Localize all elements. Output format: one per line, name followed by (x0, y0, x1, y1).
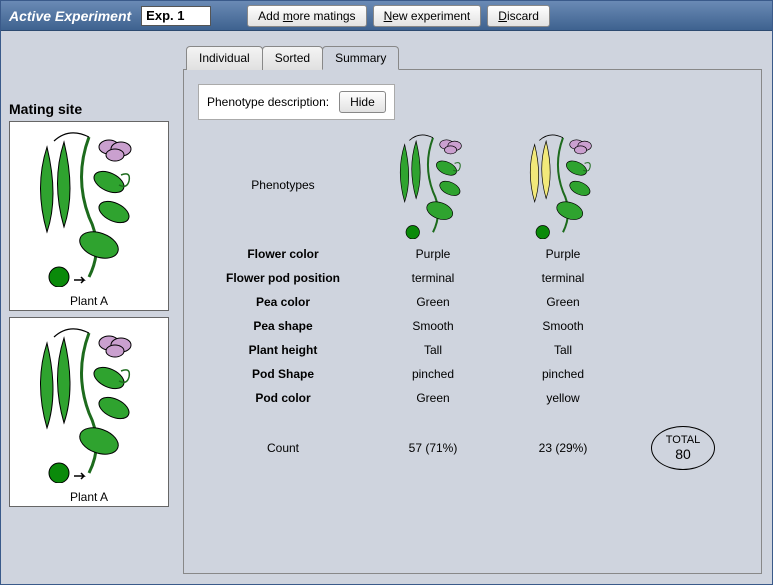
trait-name: Pod Shape (198, 364, 368, 384)
trait-value-a: Tall (368, 340, 498, 360)
total-cell: TOTAL 80 (628, 426, 738, 470)
toolbar-title: Active Experiment (9, 8, 131, 24)
total-label: TOTAL (666, 434, 700, 446)
discard-button[interactable]: Discard (487, 5, 550, 27)
trait-value-b: Green (498, 292, 628, 312)
summary-table: Phenotypes (198, 130, 751, 470)
count-b: 23 (29%) (498, 438, 628, 458)
tabstrip: Individual Sorted Summary (186, 45, 399, 69)
trait-value-b: Tall (498, 340, 628, 360)
pea-plant-icon (19, 323, 159, 483)
trait-name: Plant height (198, 340, 368, 360)
trait-value-b: Smooth (498, 316, 628, 336)
mating-site-title: Mating site (9, 101, 174, 117)
add-matings-button[interactable]: Add more matings (247, 5, 366, 27)
plant-label: Plant A (70, 292, 108, 310)
trait-value-a: Purple (368, 244, 498, 264)
phenotype-description-box: Phenotype description: Hide (198, 84, 395, 120)
app-window: Active Experiment Add more matings New e… (0, 0, 773, 585)
trait-value-b: pinched (498, 364, 628, 384)
new-experiment-button[interactable]: New experiment (373, 5, 482, 27)
trait-value-a: pinched (368, 364, 498, 384)
total-badge: TOTAL 80 (651, 426, 715, 470)
tab-individual[interactable]: Individual (186, 46, 263, 70)
tab-sorted[interactable]: Sorted (262, 46, 323, 70)
trait-value-b: terminal (498, 268, 628, 288)
phenotype-image-b (498, 130, 628, 240)
trait-name: Flower color (198, 244, 368, 264)
trait-value-a: terminal (368, 268, 498, 288)
trait-value-a: Green (368, 388, 498, 408)
pea-plant-icon (19, 127, 159, 287)
trait-name: Pea color (198, 292, 368, 312)
plant-card[interactable]: Plant A (9, 317, 169, 507)
phenotype-description-label: Phenotype description: (207, 95, 329, 109)
count-label: Count (198, 438, 368, 458)
trait-value-a: Green (368, 292, 498, 312)
phenotypes-label: Phenotypes (198, 175, 368, 195)
trait-name: Pod color (198, 388, 368, 408)
count-a: 57 (71%) (368, 438, 498, 458)
phenotype-image-a (368, 130, 498, 240)
trait-value-b: Purple (498, 244, 628, 264)
plant-image (10, 318, 168, 488)
trait-name: Pea shape (198, 316, 368, 336)
plant-label: Plant A (70, 488, 108, 506)
pea-plant-icon (383, 131, 483, 239)
total-value: 80 (675, 446, 691, 462)
trait-name: Flower pod position (198, 268, 368, 288)
plant-image (10, 122, 168, 292)
pea-plant-icon (513, 131, 613, 239)
summary-panel: Phenotype description: Hide Phenotypes (183, 69, 762, 574)
experiment-name-input[interactable] (141, 6, 211, 26)
hide-button[interactable]: Hide (339, 91, 386, 113)
body-area: Individual Sorted Summary Mating site (1, 31, 772, 584)
mating-site-panel: Mating site (9, 101, 174, 513)
plant-card[interactable]: Plant A (9, 121, 169, 311)
trait-value-a: Smooth (368, 316, 498, 336)
trait-value-b: yellow (498, 388, 628, 408)
toolbar: Active Experiment Add more matings New e… (1, 1, 772, 31)
tab-summary[interactable]: Summary (322, 46, 399, 70)
